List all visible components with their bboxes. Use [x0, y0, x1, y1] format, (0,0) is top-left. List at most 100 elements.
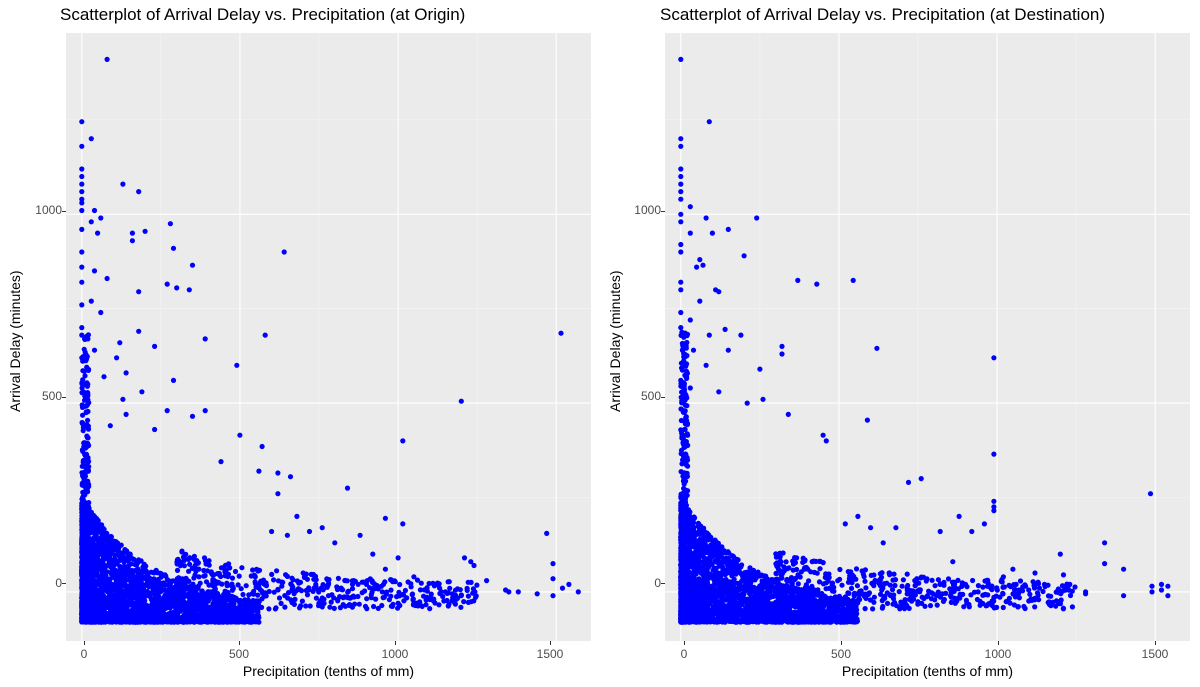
data-point [84, 354, 90, 360]
data-point [298, 588, 305, 594]
data-point [346, 602, 353, 608]
data-point [345, 589, 351, 595]
data-point [240, 591, 246, 598]
data-point [236, 573, 242, 579]
data-point [209, 571, 215, 578]
data-point [338, 585, 344, 591]
data-point [321, 600, 327, 607]
data-point [202, 573, 208, 579]
data-point [275, 470, 281, 476]
data-point [156, 595, 162, 601]
data-point [84, 486, 90, 492]
data-point [167, 221, 173, 227]
data-point [435, 582, 441, 588]
data-point [84, 433, 90, 439]
data-point [89, 548, 95, 554]
plot-area [665, 33, 1190, 641]
data-point [80, 368, 86, 374]
data-point [134, 576, 140, 582]
data-point [316, 600, 322, 606]
x-axis-title: Precipitation (tenths of mm) [242, 663, 415, 679]
data-point [224, 580, 230, 586]
data-point [255, 613, 261, 619]
data-point [196, 574, 202, 580]
data-point [253, 605, 259, 611]
data-point [91, 347, 98, 353]
data-point [238, 586, 244, 592]
data-point [216, 605, 222, 611]
data-point [82, 349, 88, 355]
data-point [113, 612, 119, 618]
data-point [308, 571, 314, 578]
data-point [221, 611, 227, 617]
data-point [79, 173, 85, 180]
data-point [141, 610, 147, 617]
data-point [124, 548, 130, 554]
data-point [129, 618, 135, 624]
data-point [95, 523, 101, 529]
data-point [324, 576, 330, 582]
data-point [116, 602, 122, 609]
data-point [79, 181, 85, 187]
data-point [426, 580, 432, 587]
data-point [113, 560, 119, 566]
data-point [139, 567, 145, 574]
data-point [506, 589, 512, 595]
data-point [289, 583, 295, 589]
data-point [112, 575, 119, 582]
data-point [136, 607, 142, 613]
data-point [100, 560, 106, 566]
data-point [250, 617, 256, 623]
data-point [123, 618, 129, 625]
data-point [129, 238, 135, 244]
y-tick-mark [62, 583, 66, 584]
data-point [431, 596, 437, 602]
data-point [304, 576, 310, 582]
data-point [534, 591, 540, 597]
data-point [187, 555, 193, 561]
data-point [101, 531, 107, 537]
data-point [243, 583, 249, 589]
data-point [411, 574, 417, 580]
data-point [91, 268, 98, 274]
data-point [319, 525, 325, 531]
data-point [128, 597, 134, 603]
data-point [315, 587, 321, 593]
data-point [88, 219, 94, 225]
data-point [96, 564, 102, 570]
data-point [193, 568, 199, 575]
data-point [107, 576, 113, 582]
data-point [152, 426, 158, 433]
data-point [269, 528, 275, 535]
data-point [79, 601, 85, 607]
data-point [182, 614, 188, 620]
data-point [169, 601, 175, 607]
data-point [222, 562, 229, 569]
data-point [92, 532, 98, 538]
data-point [369, 579, 376, 586]
data-point [79, 463, 85, 469]
data-point [176, 583, 182, 589]
data-point [80, 490, 86, 496]
data-point [85, 597, 91, 603]
data-point [388, 587, 394, 593]
data-point [452, 601, 458, 607]
data-point [139, 603, 145, 609]
data-point [367, 585, 373, 591]
data-point [445, 603, 451, 609]
data-point [123, 568, 129, 574]
data-point [79, 166, 85, 172]
data-point [260, 577, 267, 583]
data-point [79, 189, 85, 195]
data-point [136, 328, 142, 334]
data-point [210, 576, 216, 583]
data-point [112, 587, 118, 593]
data-point [473, 593, 479, 599]
data-point [471, 562, 477, 569]
data-point [158, 574, 164, 580]
data-point [79, 385, 85, 391]
data-point [250, 567, 256, 573]
y-tick-label: 1000 [35, 203, 62, 217]
data-point [202, 608, 208, 614]
data-point [222, 573, 228, 579]
